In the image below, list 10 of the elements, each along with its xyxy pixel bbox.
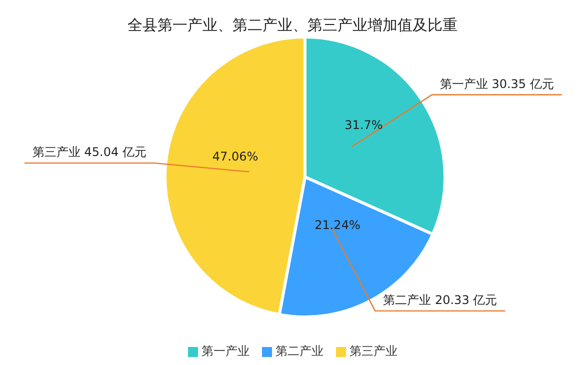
text: 第三产业 45.04 亿元 [32, 145, 146, 160]
legend-label: 第一产业 [202, 343, 250, 360]
chart-title: 全县第一产业、第二产业、第三产业增加值及比重 [126, 16, 458, 35]
text: 第一产业 30.35 亿元 [440, 76, 554, 91]
data-label: 31.7% [344, 118, 383, 132]
data-label: 47.06% [212, 150, 258, 164]
text: 第二产业 20.33 亿元 [383, 292, 498, 307]
legend-label: 第二产业 [276, 343, 324, 360]
data-label: 21.24% [314, 218, 360, 232]
legend-label: 第三产业 [350, 343, 398, 360]
